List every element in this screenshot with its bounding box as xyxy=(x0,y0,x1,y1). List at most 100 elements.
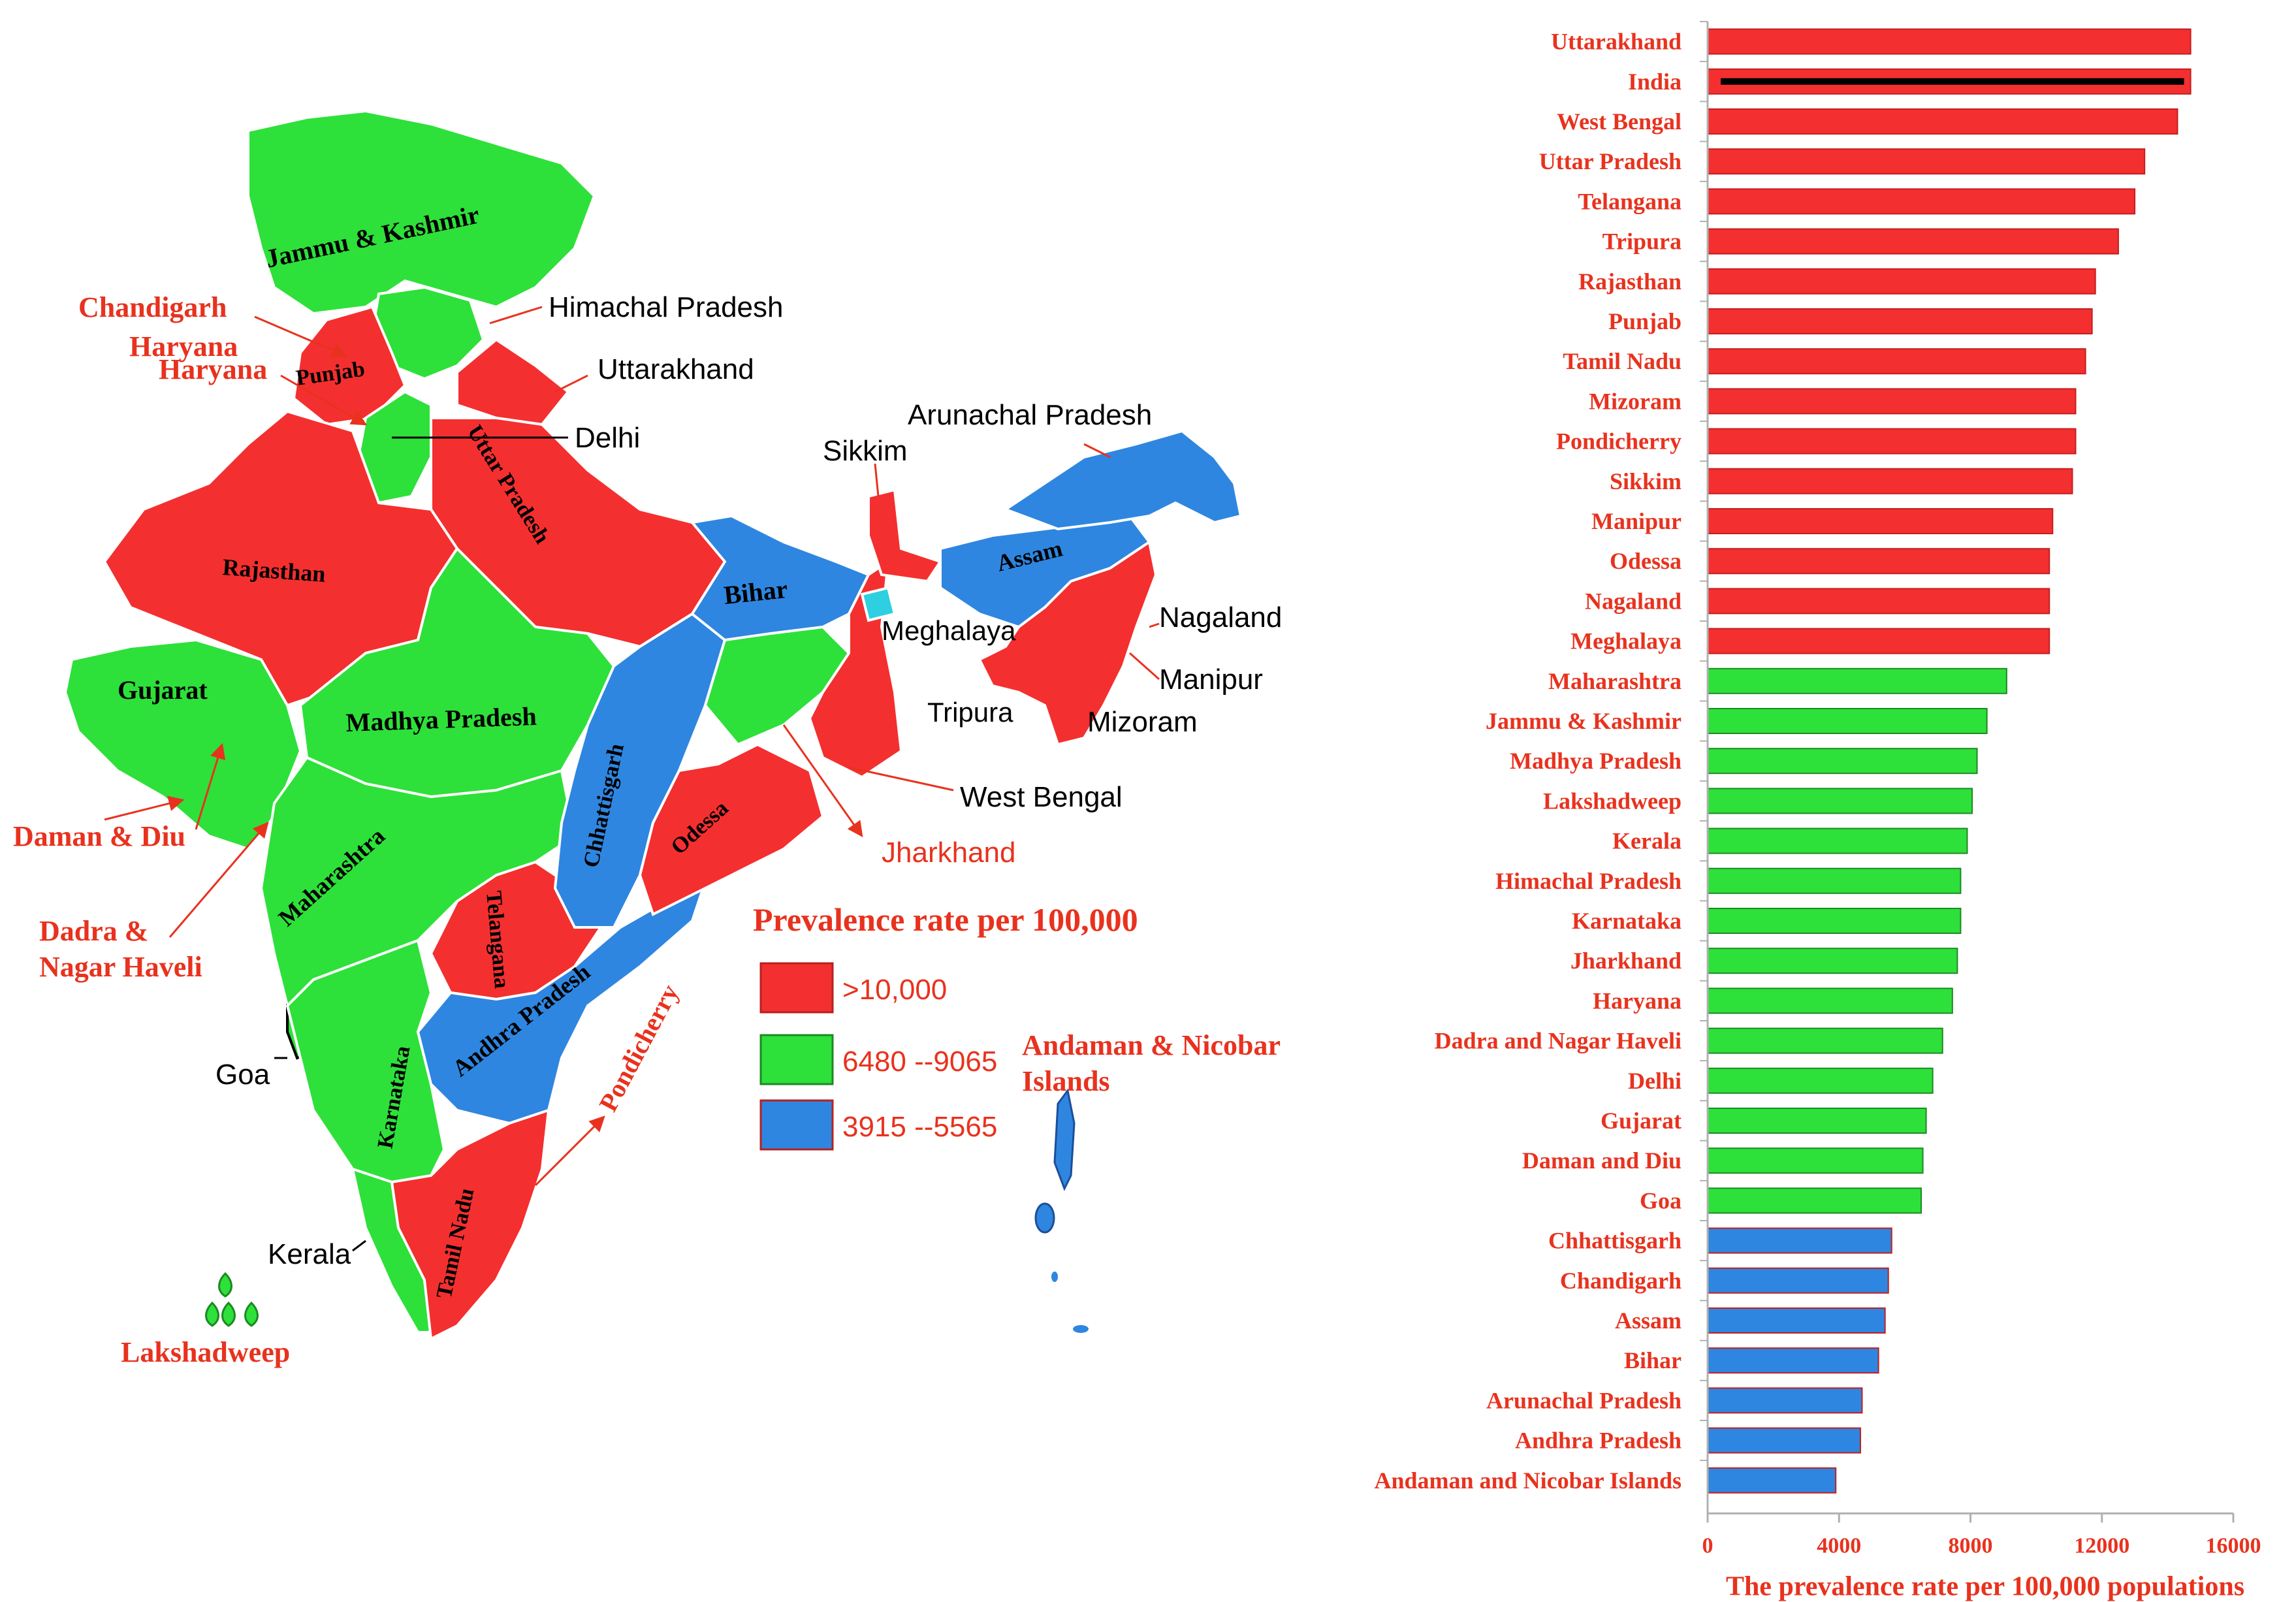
x-tick-label: 8000 xyxy=(1949,1533,1993,1558)
bar-nagaland xyxy=(1707,588,2050,615)
category-label: Uttarakhand xyxy=(1551,29,1682,55)
callout-haryana-1: Haryana xyxy=(129,330,238,362)
category-label: Goa xyxy=(1640,1187,1682,1213)
category-label: Tamil Nadu xyxy=(1563,348,1682,374)
bar-chandigarh xyxy=(1707,1267,1889,1294)
label-gujarat: Gujarat xyxy=(118,675,208,705)
x-tick-label: 0 xyxy=(1702,1533,1714,1558)
bar-lakshadweep xyxy=(1707,788,1973,814)
bar-uttarakhand xyxy=(1707,28,2192,55)
bar-delhi xyxy=(1707,1067,1934,1094)
bar-assam xyxy=(1707,1307,1886,1334)
legend-label-low: 3915 --5565 xyxy=(842,1111,997,1143)
legend-swatch-mid xyxy=(759,1034,834,1085)
bar-karnataka xyxy=(1707,908,1962,934)
category-label: Lakshadweep xyxy=(1543,788,1682,814)
x-axis-title: The prevalence rate per 100,000 populati… xyxy=(1726,1571,2244,1601)
callout-meghalaya: Meghalaya xyxy=(882,615,1016,646)
x-tick-label: 4000 xyxy=(1817,1533,1861,1558)
bar-telangana xyxy=(1707,188,2136,215)
bar-chhattisgarh xyxy=(1707,1227,1892,1254)
region-meghalaya xyxy=(860,586,897,622)
callout-tripura: Tripura xyxy=(927,697,1013,728)
callout-lakshadweep: Lakshadweep xyxy=(121,1336,290,1368)
callout-himachal-pradesh: Himachal Pradesh xyxy=(549,291,784,323)
legend-label-high: >10,000 xyxy=(842,974,947,1006)
category-label: Assam xyxy=(1615,1307,1682,1334)
bar-uttar-pradesh xyxy=(1707,148,2146,175)
category-label: Sikkim xyxy=(1610,468,1682,494)
callout-arunachal-pradesh: Arunachal Pradesh xyxy=(908,399,1152,431)
region-lakshadweep xyxy=(205,1272,259,1327)
category-label: Manipur xyxy=(1591,508,1682,534)
x-tick-label: 12000 xyxy=(2074,1533,2129,1558)
legend-title: Prevalence rate per 100,000 xyxy=(753,901,1138,938)
bar-jharkhand xyxy=(1707,948,1958,974)
bar-jammu-kashmir xyxy=(1707,708,1988,734)
bar-daman-and-diu xyxy=(1707,1147,1924,1174)
category-label: Odessa xyxy=(1610,548,1682,574)
category-label: Tripura xyxy=(1602,229,1682,255)
x-axis: 0 4000 8000 12000 16000 xyxy=(1700,21,2261,1558)
bar-pondicherry xyxy=(1707,428,2077,455)
bar-meghalaya xyxy=(1707,628,2050,654)
region-andaman-nicobar xyxy=(1053,1088,1076,1191)
bar-punjab xyxy=(1707,308,2093,334)
category-label: Telangana xyxy=(1578,188,1682,214)
callout-delhi: Delhi xyxy=(575,422,640,454)
callout-sikkim: Sikkim xyxy=(823,435,908,467)
region-bihar xyxy=(690,514,870,642)
legend-swatch-high xyxy=(759,962,834,1014)
category-label: Nagaland xyxy=(1585,588,1682,614)
category-label: Daman and Diu xyxy=(1522,1147,1682,1174)
bar-haryana xyxy=(1707,987,1953,1014)
region-odessa xyxy=(638,743,825,916)
island-andaman-3 xyxy=(1051,1272,1058,1282)
bars xyxy=(1707,28,2192,1494)
category-label: Arunachal Pradesh xyxy=(1486,1387,1682,1413)
bar-bihar xyxy=(1707,1347,1879,1374)
callout-daman-diu: Daman & Diu xyxy=(13,820,185,852)
category-label: Pondicherry xyxy=(1556,428,1682,455)
bar-manipur xyxy=(1707,508,2054,534)
category-label: Punjab xyxy=(1608,308,1682,334)
bar-goa xyxy=(1707,1187,1922,1214)
region-arunachal-pradesh xyxy=(1002,429,1243,531)
region-tamil-nadu xyxy=(390,1108,550,1341)
bar-andaman-and-nicobar-islands xyxy=(1707,1467,1837,1494)
island-andaman-4 xyxy=(1073,1325,1089,1333)
bar-odessa xyxy=(1707,548,2050,575)
category-label: Himachal Pradesh xyxy=(1495,868,1682,894)
callout-haryana-2: Haryana xyxy=(159,353,267,385)
bar-himachal-pradesh xyxy=(1707,867,1962,894)
region-nagaland-manipur-mizoram xyxy=(978,539,1158,746)
callout-goa: Goa xyxy=(215,1059,270,1091)
bar-kerala xyxy=(1707,827,1968,854)
category-label: Kerala xyxy=(1612,828,1682,854)
category-label: Delhi xyxy=(1628,1068,1682,1094)
category-label: Karnataka xyxy=(1572,908,1682,934)
callout-dadra-2: Nagar Haveli xyxy=(39,951,202,983)
category-label: Maharashtra xyxy=(1548,668,1682,694)
category-label: Mizoram xyxy=(1589,388,1682,414)
callout-nagaland: Nagaland xyxy=(1159,601,1282,633)
region-uttarakhand xyxy=(456,338,570,426)
x-tick-label: 16000 xyxy=(2206,1533,2261,1558)
bar-rajasthan xyxy=(1707,268,2096,295)
legend-label-mid: 6480 --9065 xyxy=(842,1046,997,1078)
category-label: Uttar Pradesh xyxy=(1539,148,1682,174)
category-label: Gujarat xyxy=(1601,1108,1682,1134)
map-legend: Prevalence rate per 100,000 >10,000 6480… xyxy=(753,901,1138,1151)
bar-madhya-pradesh xyxy=(1707,748,1978,775)
bar-mizoram xyxy=(1707,388,2077,415)
label-madhya-pradesh: Madhya Pradesh xyxy=(345,701,537,737)
category-label: Andaman and Nicobar Islands xyxy=(1375,1467,1682,1494)
category-label: Bihar xyxy=(1624,1347,1682,1373)
bar-tripura xyxy=(1707,228,2119,255)
category-label: Jharkhand xyxy=(1571,948,1682,974)
callout-chandigarh: Chandigarh xyxy=(78,291,227,323)
category-label: Andhra Pradesh xyxy=(1515,1428,1682,1454)
category-labels: Uttarakhand India West Bengal Uttar Pradesh… xyxy=(1375,29,1682,1494)
